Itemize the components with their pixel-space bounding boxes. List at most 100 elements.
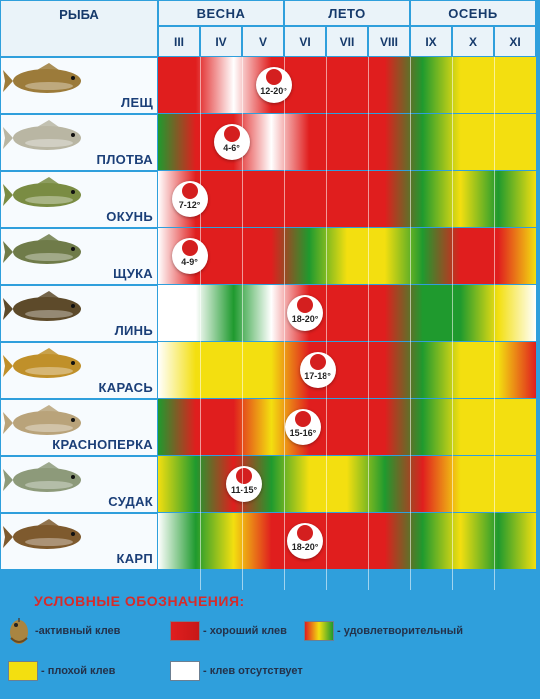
bite-dot-icon <box>181 183 198 199</box>
month-header: IV <box>200 26 242 57</box>
legend-item-no-bite: - клев отсутствует <box>170 661 303 681</box>
month-header: III <box>158 26 200 57</box>
legend-title: УСЛОВНЫЕ ОБОЗНАЧЕНИЯ: <box>34 593 245 609</box>
good-bite-swatch <box>170 621 200 641</box>
active-bite-marker: 7-12° <box>171 181 208 217</box>
active-bite-marker: 18-20° <box>287 295 323 331</box>
fish-name: ЩУКА <box>113 266 153 281</box>
bite-dot-icon <box>297 525 313 541</box>
fish-illustration <box>3 119 93 162</box>
active-bite-marker: 18-20° <box>287 523 323 559</box>
legend-label-poor-bite: - плохой клев <box>41 665 116 677</box>
fish-illustration <box>3 233 93 276</box>
legend-label-active-bite: -активный клев <box>35 625 121 637</box>
fish-row-label: КАРАСЬ <box>0 342 158 399</box>
month-divider <box>410 57 411 590</box>
fish-row-label: ОКУНЬ <box>0 171 158 228</box>
month-divider <box>326 57 327 590</box>
poor-bite-swatch <box>8 661 38 681</box>
month-divider <box>200 57 201 590</box>
fish-name: КАРП <box>116 551 153 566</box>
bite-gradient-row <box>158 285 536 342</box>
marker-temperature: 17-18° <box>304 371 331 381</box>
marker-temperature: 15-16° <box>289 428 317 438</box>
no-bite-swatch <box>170 661 200 681</box>
bite-gradient-row <box>158 399 536 456</box>
fish-illustration <box>3 404 93 447</box>
fish-name: ЛИНЬ <box>114 323 153 338</box>
legend-label-satisfactory: - удовлетворительный <box>337 625 463 637</box>
season-header-1: ЛЕТО <box>284 0 410 26</box>
satisfactory-swatch <box>304 621 334 641</box>
legend-item-active-bite: -активный клев <box>6 616 120 646</box>
fish-name: КАРАСЬ <box>98 380 153 395</box>
fish-name: КРАСНОПЕРКА <box>52 437 153 452</box>
fish-illustration <box>3 347 93 390</box>
bite-gradient-row <box>158 456 536 513</box>
month-header: V <box>242 26 284 57</box>
active-bite-fish-icon <box>6 616 32 646</box>
bite-gradient-row <box>158 513 536 570</box>
bite-dot-icon <box>297 297 313 313</box>
active-bite-marker: 15-16° <box>284 409 321 445</box>
fish-illustration <box>3 518 93 561</box>
fish-column-header: РЫБА <box>0 0 158 57</box>
legend-item-good-bite: - хороший клев <box>170 621 287 641</box>
bite-dot-icon <box>309 354 326 370</box>
month-divider <box>368 57 369 590</box>
month-divider <box>452 57 453 590</box>
fish-row-label: СУДАК <box>0 456 158 513</box>
active-bite-marker: 4-6° <box>213 124 250 160</box>
month-divider <box>242 57 243 590</box>
fish-illustration <box>3 176 93 219</box>
season-header-0: ВЕСНА <box>158 0 284 26</box>
bite-gradient-row <box>158 57 536 114</box>
fish-row-label: ЩУКА <box>0 228 158 285</box>
marker-temperature: 4-6° <box>223 143 240 153</box>
fish-name: ЛЕЩ <box>121 95 153 110</box>
marker-temperature: 11-15° <box>231 485 258 495</box>
bite-gradient-row <box>158 342 536 399</box>
fish-name: ПЛОТВА <box>96 152 153 167</box>
month-header: XI <box>494 26 536 57</box>
month-header: VII <box>326 26 368 57</box>
marker-temperature: 4-9° <box>181 257 198 267</box>
bite-dot-icon <box>223 126 240 142</box>
bite-gradient-row <box>158 228 536 285</box>
marker-temperature: 18-20° <box>291 314 319 324</box>
legend-label-good-bite: - хороший клев <box>203 625 287 637</box>
month-header: X <box>452 26 494 57</box>
fish-name: ОКУНЬ <box>106 209 153 224</box>
active-bite-marker: 12-20° <box>255 67 292 103</box>
fish-row-label: ЛИНЬ <box>0 285 158 342</box>
month-header: VI <box>284 26 326 57</box>
legend-label-no-bite: - клев отсутствует <box>203 665 303 677</box>
active-bite-marker: 11-15° <box>226 466 263 502</box>
season-header-2: ОСЕНЬ <box>410 0 536 26</box>
legend-item-satisfactory: - удовлетворительный <box>304 621 463 641</box>
active-bite-marker: 17-18° <box>299 352 336 388</box>
active-bite-marker: 4-9° <box>171 238 208 274</box>
month-header: VIII <box>368 26 410 57</box>
bite-gradient-row <box>158 171 536 228</box>
month-header: IX <box>410 26 452 57</box>
fish-illustration <box>3 290 93 333</box>
marker-temperature: 18-20° <box>291 542 319 552</box>
fish-row-label: ЛЕЩ <box>0 57 158 114</box>
legend-item-poor-bite: - плохой клев <box>8 661 115 681</box>
marker-temperature: 12-20° <box>260 86 287 96</box>
fish-row-label: КРАСНОПЕРКА <box>0 399 158 456</box>
bite-dot-icon <box>236 468 253 484</box>
fish-name: СУДАК <box>108 494 153 509</box>
fish-illustration <box>3 62 93 105</box>
fish-row-label: КАРП <box>0 513 158 570</box>
fish-illustration <box>3 461 93 504</box>
bite-dot-icon <box>294 411 311 427</box>
legend: УСЛОВНЫЕ ОБОЗНАЧЕНИЯ: -активный клев - х… <box>0 590 540 699</box>
bite-calendar-table: РЫБА ВЕСНА III IV V ЛЕТО VI VII VIII ОСЕНЬ IX X XI ЛЕ… <box>0 0 536 590</box>
fish-row-label: ПЛОТВА <box>0 114 158 171</box>
month-divider <box>284 57 285 590</box>
bite-dot-icon <box>181 240 198 256</box>
month-divider <box>494 57 495 590</box>
marker-temperature: 7-12° <box>178 200 201 210</box>
